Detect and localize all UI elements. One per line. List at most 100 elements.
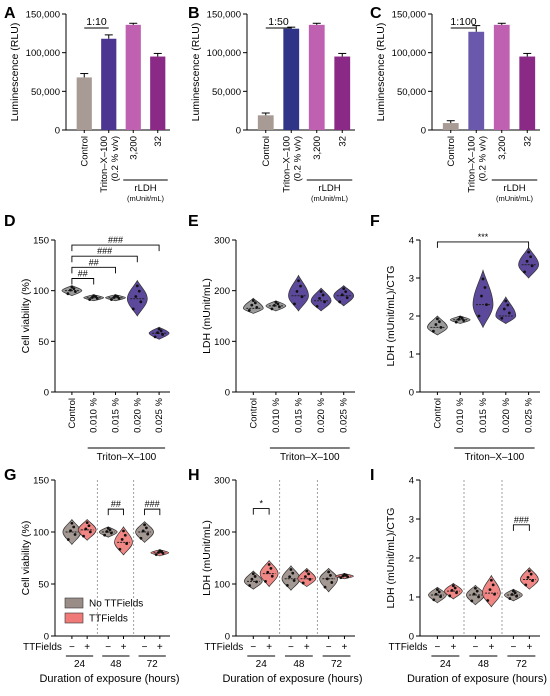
y-tick-label: 300 [214, 236, 230, 247]
data-point [339, 576, 343, 580]
y-axis-label: Luminescence (RLU) [190, 23, 202, 122]
category-label: 3,200 [312, 136, 323, 160]
data-point [66, 538, 70, 541]
ttfields-sign: + [266, 642, 272, 653]
data-point [273, 303, 276, 307]
category-label: Triton–X–100 [466, 136, 477, 193]
significance-label: ### [97, 246, 112, 256]
ttfields-row-label: TTFields [388, 642, 427, 653]
panel-letter: G [4, 467, 16, 484]
category-label: (0.2 % v/v) [477, 136, 488, 181]
y-tick-label: 100 [33, 528, 49, 539]
data-point [139, 536, 143, 540]
data-point [483, 286, 487, 289]
data-point [288, 575, 292, 579]
data-point [493, 592, 496, 596]
data-point [114, 294, 117, 298]
data-point [72, 525, 76, 529]
data-point [491, 583, 495, 587]
y-tick-label: 0 [421, 126, 426, 137]
category-label: 0.025 % [339, 397, 350, 432]
category-label: (0.2 % v/v) [110, 136, 121, 181]
y-tick-label: 0 [225, 632, 230, 643]
data-point [323, 300, 326, 304]
data-point [157, 327, 161, 331]
significance-bracket [107, 508, 124, 516]
category-label: 32 [153, 136, 164, 147]
data-point [436, 317, 439, 321]
panel-letter: A [4, 5, 16, 22]
y-tick-label: 0 [44, 388, 49, 399]
significance-label: ## [111, 499, 121, 509]
data-point [315, 304, 319, 308]
legend-swatch [64, 612, 84, 624]
data-point [318, 296, 321, 300]
data-point [304, 575, 307, 578]
violin [114, 526, 133, 556]
data-point [321, 293, 325, 297]
data-point [526, 576, 530, 579]
violin [126, 279, 148, 317]
y-tick-label: 150,000 [392, 10, 426, 21]
data-point [508, 597, 512, 600]
data-point [270, 307, 274, 311]
y-axis-label: LDH (mUnit/mL)/CTG [385, 266, 397, 367]
data-point [438, 320, 441, 324]
panel-letter: D [4, 213, 16, 230]
y-tick-label: 300 [214, 476, 230, 487]
significance-label: *** [478, 232, 489, 242]
data-point [477, 595, 480, 599]
y-axis-label: LDH (mUnit/mL)/CTG [385, 508, 397, 609]
duration-label: 72 [147, 659, 159, 670]
data-point [525, 259, 529, 263]
data-point [531, 579, 534, 583]
y-tick-label: 200 [214, 286, 230, 297]
data-point [343, 572, 346, 576]
violin [520, 567, 539, 590]
category-label: Control [446, 136, 457, 167]
ttfields-sign: − [510, 642, 516, 653]
data-point [158, 549, 162, 553]
data-point [307, 572, 310, 576]
data-point [488, 588, 492, 591]
duration-label: 24 [440, 659, 452, 670]
data-point [502, 307, 506, 311]
data-point [325, 577, 329, 581]
group-label: rLDH [318, 183, 340, 194]
y-axis-label: LDH (mUnit/mL) [201, 520, 213, 596]
data-point [432, 329, 435, 333]
bar [334, 56, 351, 130]
y-tick-label: 100 [33, 286, 49, 297]
data-point [146, 532, 150, 536]
data-point [106, 526, 110, 530]
panel-a: A 0 50,000 100,000 150,000 Luminescence (RLU)… [4, 5, 170, 203]
category-label: Triton–X–100 [99, 136, 110, 193]
y-tick-label: 0 [225, 388, 230, 399]
panel-letter: I [370, 467, 374, 484]
violin [518, 246, 539, 279]
data-point [278, 305, 281, 309]
data-point [524, 583, 528, 587]
data-point [436, 588, 439, 591]
ttfields-row-label: TTFields [204, 642, 243, 653]
data-point [88, 530, 92, 534]
data-point [323, 585, 327, 589]
legend-label: TTFields [89, 614, 128, 625]
data-point [247, 309, 251, 312]
y-tick-label: 1 [409, 350, 414, 361]
y-tick-label: 2 [409, 312, 414, 323]
data-point [507, 311, 511, 315]
x-axis-label: Duration of exposure (hours) [222, 673, 362, 685]
y-tick-label: 100,000 [392, 48, 426, 59]
data-point [437, 590, 441, 594]
violin [288, 274, 309, 312]
data-point [274, 300, 278, 304]
data-point [120, 538, 124, 541]
y-tick-label: 150,000 [207, 10, 241, 21]
data-point [434, 323, 438, 326]
data-point [527, 250, 530, 254]
ratio-label: 1:50 [268, 16, 289, 28]
y-tick-label: 50 [38, 337, 49, 348]
